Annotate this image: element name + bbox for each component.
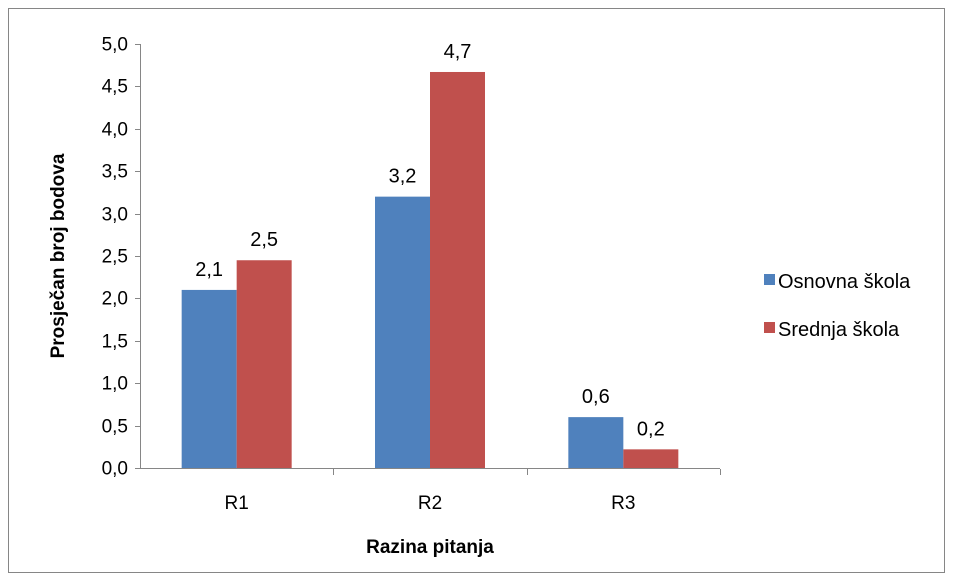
- y-tick-label: 3,0: [102, 205, 128, 226]
- y-tick-label: 2,5: [102, 247, 128, 268]
- legend-swatch-osnovna-skola: [764, 274, 775, 285]
- x-tick-label-r1: R1: [225, 493, 249, 514]
- legend-label-srednja-skola: Srednja škola: [778, 319, 900, 341]
- bar-osnovna-skola-r3: [568, 417, 624, 468]
- x-tick-label-r2: R2: [418, 493, 442, 514]
- y-tick-label: 3,5: [102, 162, 128, 183]
- y-tick-label: 0,0: [102, 459, 128, 480]
- bar-srednja-skola-r2: [430, 71, 485, 468]
- bar-osnovna-skola-r2: [375, 196, 430, 468]
- y-tick-label: 0,5: [102, 417, 128, 438]
- bar-srednja-skola-r3: [623, 449, 679, 468]
- x-axis-title: Razina pitanja: [366, 537, 494, 558]
- y-axis-title: Prosječan broj bodova: [48, 153, 69, 358]
- data-label-osnovna-skola-r2: 3,2: [389, 166, 417, 188]
- bar-osnovna-skola-r1: [181, 289, 237, 468]
- x-axis-ticks: R1 R2 R3: [225, 469, 721, 514]
- y-tick-label: 2,0: [102, 289, 128, 310]
- legend-swatch-srednja-skola: [764, 322, 775, 333]
- data-labels: 2,1 2,5 3,2 4,7 0,6 0,2: [195, 41, 664, 440]
- data-label-srednja-skola-r2: 4,7: [444, 41, 472, 63]
- y-tick-label: 1,0: [102, 374, 128, 395]
- y-tick-label: 5,0: [102, 35, 128, 56]
- bars: [181, 71, 679, 468]
- y-tick-label: 4,0: [102, 120, 128, 141]
- bar-srednja-skola-r1: [236, 260, 292, 468]
- y-axis-ticks: 0,0 0,5 1,0 1,5 2,0 2,5 3,0 3,5 4,0 4,5 5,0: [102, 35, 140, 480]
- y-tick-label: 1,5: [102, 332, 128, 353]
- y-tick-label: 4,5: [102, 77, 128, 98]
- data-label-srednja-skola-r1: 2,5: [250, 229, 278, 251]
- x-tick-label-r3: R3: [611, 493, 635, 514]
- legend: Osnovna škola Srednja škola: [764, 271, 911, 341]
- data-label-osnovna-skola-r3: 0,6: [582, 386, 610, 408]
- data-label-osnovna-skola-r1: 2,1: [195, 259, 223, 281]
- data-label-srednja-skola-r3: 0,2: [637, 418, 665, 440]
- legend-label-osnovna-skola: Osnovna škola: [778, 271, 911, 293]
